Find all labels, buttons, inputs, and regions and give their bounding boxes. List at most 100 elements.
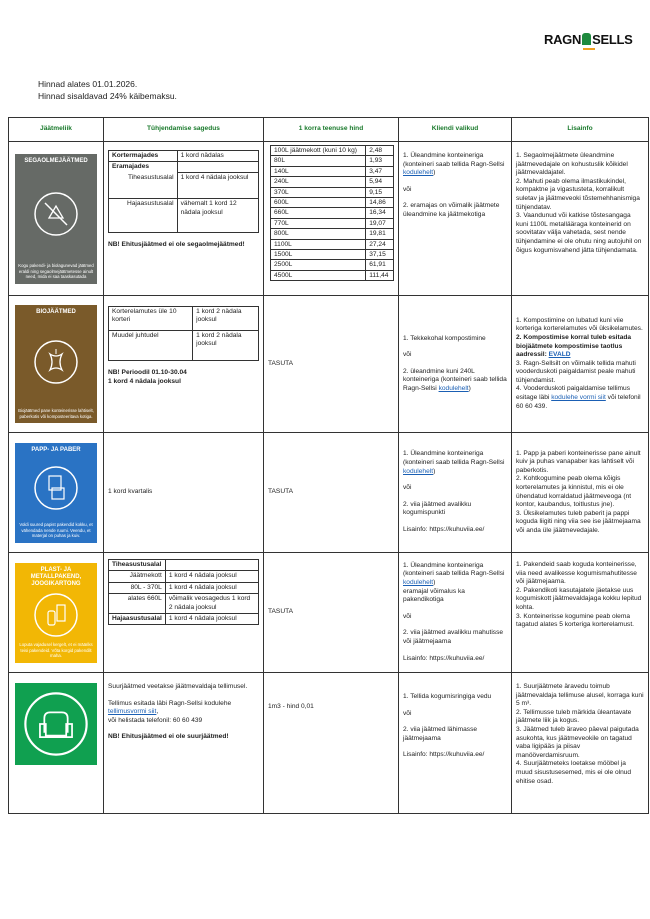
table-row-mixed-waste: SEGAOLMEJÄÄTMED Kogu pakendi- ja biolagu… — [8, 141, 649, 296]
badge-title: PLAST- JA METALLPAKEND, JOOGIKARTONG — [30, 566, 82, 587]
badge-title: BIOJÄÄTMED — [36, 309, 76, 315]
order-form-link[interactable]: kodulehe vormi siit — [551, 394, 606, 402]
info-item: 1. Kompostimine on lubatud kuni viie kor… — [516, 316, 643, 333]
price-free: TASUTA — [263, 432, 399, 553]
freq-value: 1 kord 4 nädala jooksul — [164, 570, 260, 583]
option-text: 2. eramajas on võimalik jäätmete üleandm… — [403, 202, 500, 218]
price-table: Jäätmeliik Tühjendamise sagedus 1 korra … — [8, 117, 649, 814]
badge-desc: Loputa vajadusel kergelt, et ei määriks … — [19, 642, 93, 658]
container-size: 2500L — [269, 259, 367, 271]
container-size: 1100L — [269, 238, 367, 251]
info-item: 2. Mahuti peab olema ilmastikukindel, ko… — [516, 177, 640, 211]
phone-text: või telefonil 60 60 439. — [516, 394, 641, 410]
price-row: 370L 9,15 — [269, 186, 394, 199]
freq-value: 1 kord 4 nädala jooksul — [176, 172, 260, 200]
info-item: 1. Pakendeid saab koguda konteinerisse, … — [516, 561, 637, 586]
more-info-link[interactable]: Lisainfo: https://kuhuviia.ee/ — [403, 654, 485, 662]
info-item: 1. Segaolmejäätmete üleandmine jäätmeved… — [516, 152, 628, 177]
container-size: 100L jäätmekott (kuni 10 kg) — [269, 144, 367, 157]
homepage-link[interactable]: kodulehelt — [403, 467, 434, 475]
header-frequency: Tühjendamise sagedus — [103, 117, 264, 142]
ragn-sells-logo: RAGN SELLS — [544, 32, 633, 50]
container-size: 800L — [269, 228, 367, 240]
container-size: 770L — [269, 217, 367, 230]
or-text: või — [403, 484, 412, 492]
info-item: 1. Suurjäätmete äravedu toimub jäätmeval… — [516, 683, 644, 708]
freq-label: Hajaasustusalal — [108, 198, 178, 234]
header-options: Kliendi valikud — [398, 117, 512, 142]
price-row: 770L 19,07 — [269, 217, 394, 230]
freq-value: 1 kord 4 nädala jooksul — [164, 581, 260, 595]
info-item: 3. Vaandunud või katkise tõstesangaga ku… — [516, 212, 642, 254]
freq-label: Jäätmekott — [108, 570, 166, 583]
freq-label: Hajaasustusalal — [108, 613, 166, 626]
container-size: 600L — [269, 197, 367, 209]
badge-desc: Biojäätmed pane konteinerisse lahtiselt,… — [18, 408, 94, 419]
frequency-table: Tiheasustusalal Jäätmekott 1 kord 4 nädal… — [108, 558, 260, 626]
badge-title: SEGAOLMEJÄÄTMED — [24, 157, 88, 164]
or-text: või — [403, 709, 412, 717]
price-row: 240L 5,94 — [269, 176, 394, 188]
info-item: 2. Tellimusse tuleb märkida üleantavate … — [516, 708, 632, 725]
or-text: või — [403, 612, 412, 620]
price-value: 111,44 — [365, 269, 394, 282]
badge-title: PAPP- JA PABER — [31, 446, 81, 453]
biowaste-badge: BIOJÄÄTMED Biojäätmed pane konteinerisse… — [15, 305, 97, 423]
price-row: 4500L 111,44 — [269, 269, 394, 282]
homepage-link[interactable]: kodulehelt — [438, 384, 469, 392]
freq-value: vähemalt 1 kord 12 nädala jooksul — [176, 198, 260, 234]
price-list-table: 100L jäätmekott (kuni 10 kg) 2,48 80L 1,93 1… — [269, 144, 394, 282]
info-item: 2. Kohtkogumine peab olema kõigis korter… — [516, 475, 632, 509]
price-row: 2500L 61,91 — [269, 259, 394, 271]
packaging-badge: PLAST- JA METALLPAKEND, JOOGIKARTONG Lop… — [15, 562, 97, 663]
price-row: 1100L 27,24 — [269, 238, 394, 251]
evald-link[interactable]: EVALD — [548, 351, 571, 359]
valid-from: Hinnad alates 01.01.2026. — [38, 79, 138, 89]
price-value: 1,93 — [365, 155, 394, 167]
homepage-link[interactable]: kodulehelt — [403, 579, 434, 587]
phone-text: või helistada telefonil: 60 60 439 — [108, 716, 203, 724]
freq-value: 1 kord 2 nädala jooksul — [192, 330, 259, 361]
price-value: 5,94 — [365, 176, 394, 188]
price-value: 19,07 — [365, 217, 394, 230]
bulky-waste-badge — [15, 683, 97, 765]
info-item: 4. Suurjäätmeteks loetakse mööbel ja muu… — [516, 760, 632, 785]
freq-value — [176, 161, 260, 174]
price-value: 19,81 — [365, 228, 394, 240]
homepage-link[interactable]: kodulehelt — [403, 169, 434, 177]
freq-label: Tiheasustusalal — [108, 558, 166, 572]
freq-label: Muudel juhtudel — [107, 330, 194, 361]
freq-label: Kortermajades — [108, 149, 178, 163]
container-size: 140L — [269, 165, 367, 178]
freq-label: Korterelamutes üle 10 korteri — [107, 306, 194, 331]
table-row-biowaste: BIOJÄÄTMED Biojäätmed pane konteinerisse… — [8, 295, 649, 433]
more-info-link[interactable]: Lisainfo: https://kuhuviia.ee/ — [403, 525, 485, 533]
price-value: 14,86 — [365, 197, 394, 209]
price-value: 3,47 — [365, 165, 394, 178]
option-text: eramajal võimalus ka pakendikotiga — [403, 587, 465, 604]
price-value: 16,34 — [365, 207, 394, 219]
vat-note: Hinnad sisaldavad 24% käibemaksu. — [38, 91, 177, 101]
price-free: TASUTA — [263, 295, 399, 433]
price-row: 660L 16,34 — [269, 207, 394, 219]
frequency-text: 1 kord kvartalis — [103, 432, 264, 553]
freq-label: Tiheasustusalal — [108, 172, 178, 200]
punct: ) — [433, 169, 436, 177]
container-size: 4500L — [269, 269, 367, 282]
header-row: Jäätmeliik Tühjendamise sagedus 1 korra … — [8, 117, 649, 142]
table-row-bulky-waste: Suurjäätmed veetakse jäätmevaldaja telli… — [8, 672, 649, 814]
price-row: 140L 3,47 — [269, 165, 394, 178]
more-info-link[interactable]: Lisainfo: https://kuhuviia.ee/ — [403, 751, 485, 759]
container-size: 1500L — [269, 249, 367, 261]
option-text: 1. Tekkekohal kompostimine — [403, 334, 486, 342]
header-price: 1 korra teenuse hind — [263, 117, 399, 142]
punct: ) — [433, 467, 436, 475]
info-item: 4. Vooderduskoti paigaldamise tellimus e… — [516, 385, 630, 402]
badge-desc: Voldi suured papist pakendid kokku, et v… — [19, 522, 93, 538]
order-form-link[interactable]: tellimusvormi siit — [108, 708, 157, 716]
apple-core-icon — [34, 340, 78, 384]
price-value: 61,91 — [365, 259, 394, 271]
badge-desc: Kogu pakendi- ja biolagunevad jäätmed er… — [18, 263, 94, 279]
info-item: 3. Ragn-Sellsilt on võimalik tellida mah… — [516, 359, 636, 384]
freq-value: 1 kord 4 nädala jooksul — [164, 613, 260, 626]
